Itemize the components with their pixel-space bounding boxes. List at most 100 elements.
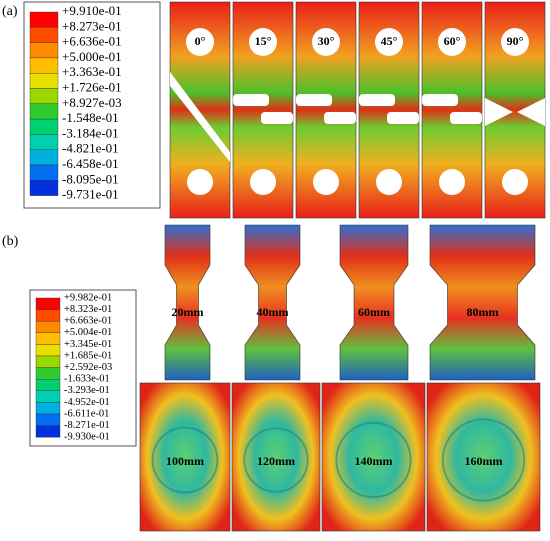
specimen-label: 120mm: [257, 454, 295, 468]
hole-region: [151, 426, 219, 494]
legend-swatch: [29, 134, 59, 150]
hole: [375, 28, 403, 56]
notch: [359, 94, 395, 106]
notch: [517, 98, 545, 126]
hole: [438, 28, 466, 56]
legend-label: -4.952e-01: [64, 397, 110, 408]
hole: [502, 169, 528, 195]
legend-swatch: [35, 425, 61, 438]
notch: [324, 112, 356, 124]
legend-swatch: [35, 379, 61, 392]
specimen-label: 140mm: [355, 454, 393, 468]
legend-label: -3.184e-01: [62, 125, 119, 140]
legend-label: -3.293e-01: [64, 385, 110, 396]
legend-label: +9.910e-01: [62, 3, 122, 18]
legend-swatch: [29, 149, 59, 166]
legend-label: +6.663e-01: [64, 316, 112, 327]
specimen-label: 40mm: [257, 305, 289, 319]
panel-label: (a): [2, 4, 18, 19]
hole: [312, 28, 340, 56]
notch: [422, 94, 458, 106]
legend-label: +5.004e-01: [64, 327, 112, 338]
specimen: [429, 224, 536, 381]
legend-label: -6.611e-01: [64, 408, 109, 419]
specimen: [426, 382, 541, 532]
specimen-label: 20mm: [172, 305, 204, 319]
specimen-label: 60mm: [358, 305, 390, 319]
legend-swatch: [35, 309, 61, 322]
legend-label: +6.636e-01: [62, 34, 122, 49]
hole: [313, 169, 339, 195]
legend-swatch: [35, 367, 61, 380]
legend-swatch: [29, 57, 59, 74]
legend-label: -9.930e-01: [64, 432, 110, 443]
legend-swatch: [35, 321, 61, 334]
hole-region: [441, 418, 526, 502]
hole: [501, 28, 529, 56]
hole: [187, 169, 213, 195]
legend-swatch: [29, 88, 59, 105]
specimen: [164, 224, 211, 381]
legend-swatch: [29, 42, 59, 59]
specimen: [244, 224, 301, 381]
legend-label: -4.821e-01: [62, 141, 119, 156]
specimen: [139, 382, 231, 532]
legend-swatch: [29, 118, 59, 135]
specimen: [321, 382, 426, 532]
legend-swatch: [29, 180, 59, 196]
legend-swatch: [35, 390, 61, 403]
notch: [485, 98, 513, 126]
specimen-label: 0°: [195, 34, 206, 48]
legend-label: -1.633e-01: [64, 374, 110, 385]
hole: [439, 169, 465, 195]
legend-swatch: [29, 27, 59, 43]
specimen-label: 80mm: [467, 305, 499, 319]
legend-label: +8.273e-01: [62, 18, 122, 33]
hole-region: [335, 421, 412, 499]
legend-swatch: [35, 413, 61, 426]
legend-swatch: [35, 332, 61, 345]
legend-swatch: [29, 11, 59, 28]
crack: [170, 72, 230, 162]
legend-swatch: [29, 103, 59, 120]
legend-label: +1.726e-01: [62, 79, 122, 94]
legend-label: +2.592e-03: [64, 362, 112, 373]
legend-swatch: [29, 164, 59, 181]
legend-swatch: [35, 297, 61, 310]
hole: [249, 28, 277, 56]
hole-region: [243, 427, 309, 493]
legend-label: -1.548e-01: [62, 110, 119, 125]
panel-label: (b): [2, 234, 19, 249]
legend-label: +5.000e-01: [62, 49, 122, 64]
specimen-label: 100mm: [166, 454, 204, 468]
specimen-label: 15°: [255, 34, 272, 48]
legend-label: +8.927e-03: [62, 95, 122, 110]
legend-label: -6.458e-01: [62, 156, 119, 171]
legend-label: +8.323e-01: [64, 304, 112, 315]
legend-label: -8.271e-01: [64, 420, 110, 431]
legend-label: -9.731e-01: [62, 187, 119, 202]
specimen-label: 30°: [318, 34, 335, 48]
legend-swatch: [35, 355, 61, 368]
specimen-label: 45°: [381, 34, 398, 48]
legend-swatch: [35, 344, 61, 357]
notch: [261, 112, 293, 124]
legend-label: +3.363e-01: [62, 64, 122, 79]
hole: [376, 169, 402, 195]
specimen: [231, 382, 321, 532]
hole: [250, 169, 276, 195]
legend-label: +1.685e-01: [64, 350, 112, 361]
specimen-label: 60°: [444, 34, 461, 48]
legend-swatch: [35, 402, 61, 415]
notch: [387, 112, 419, 124]
notch: [233, 94, 269, 106]
hole: [186, 28, 214, 56]
specimen: [339, 224, 409, 381]
legend-swatch: [29, 72, 59, 89]
notch: [450, 112, 482, 124]
legend-label: +3.345e-01: [64, 339, 112, 350]
specimen-label: 90°: [507, 34, 524, 48]
notch: [296, 94, 332, 106]
legend-label: +9.982e-01: [64, 292, 112, 303]
